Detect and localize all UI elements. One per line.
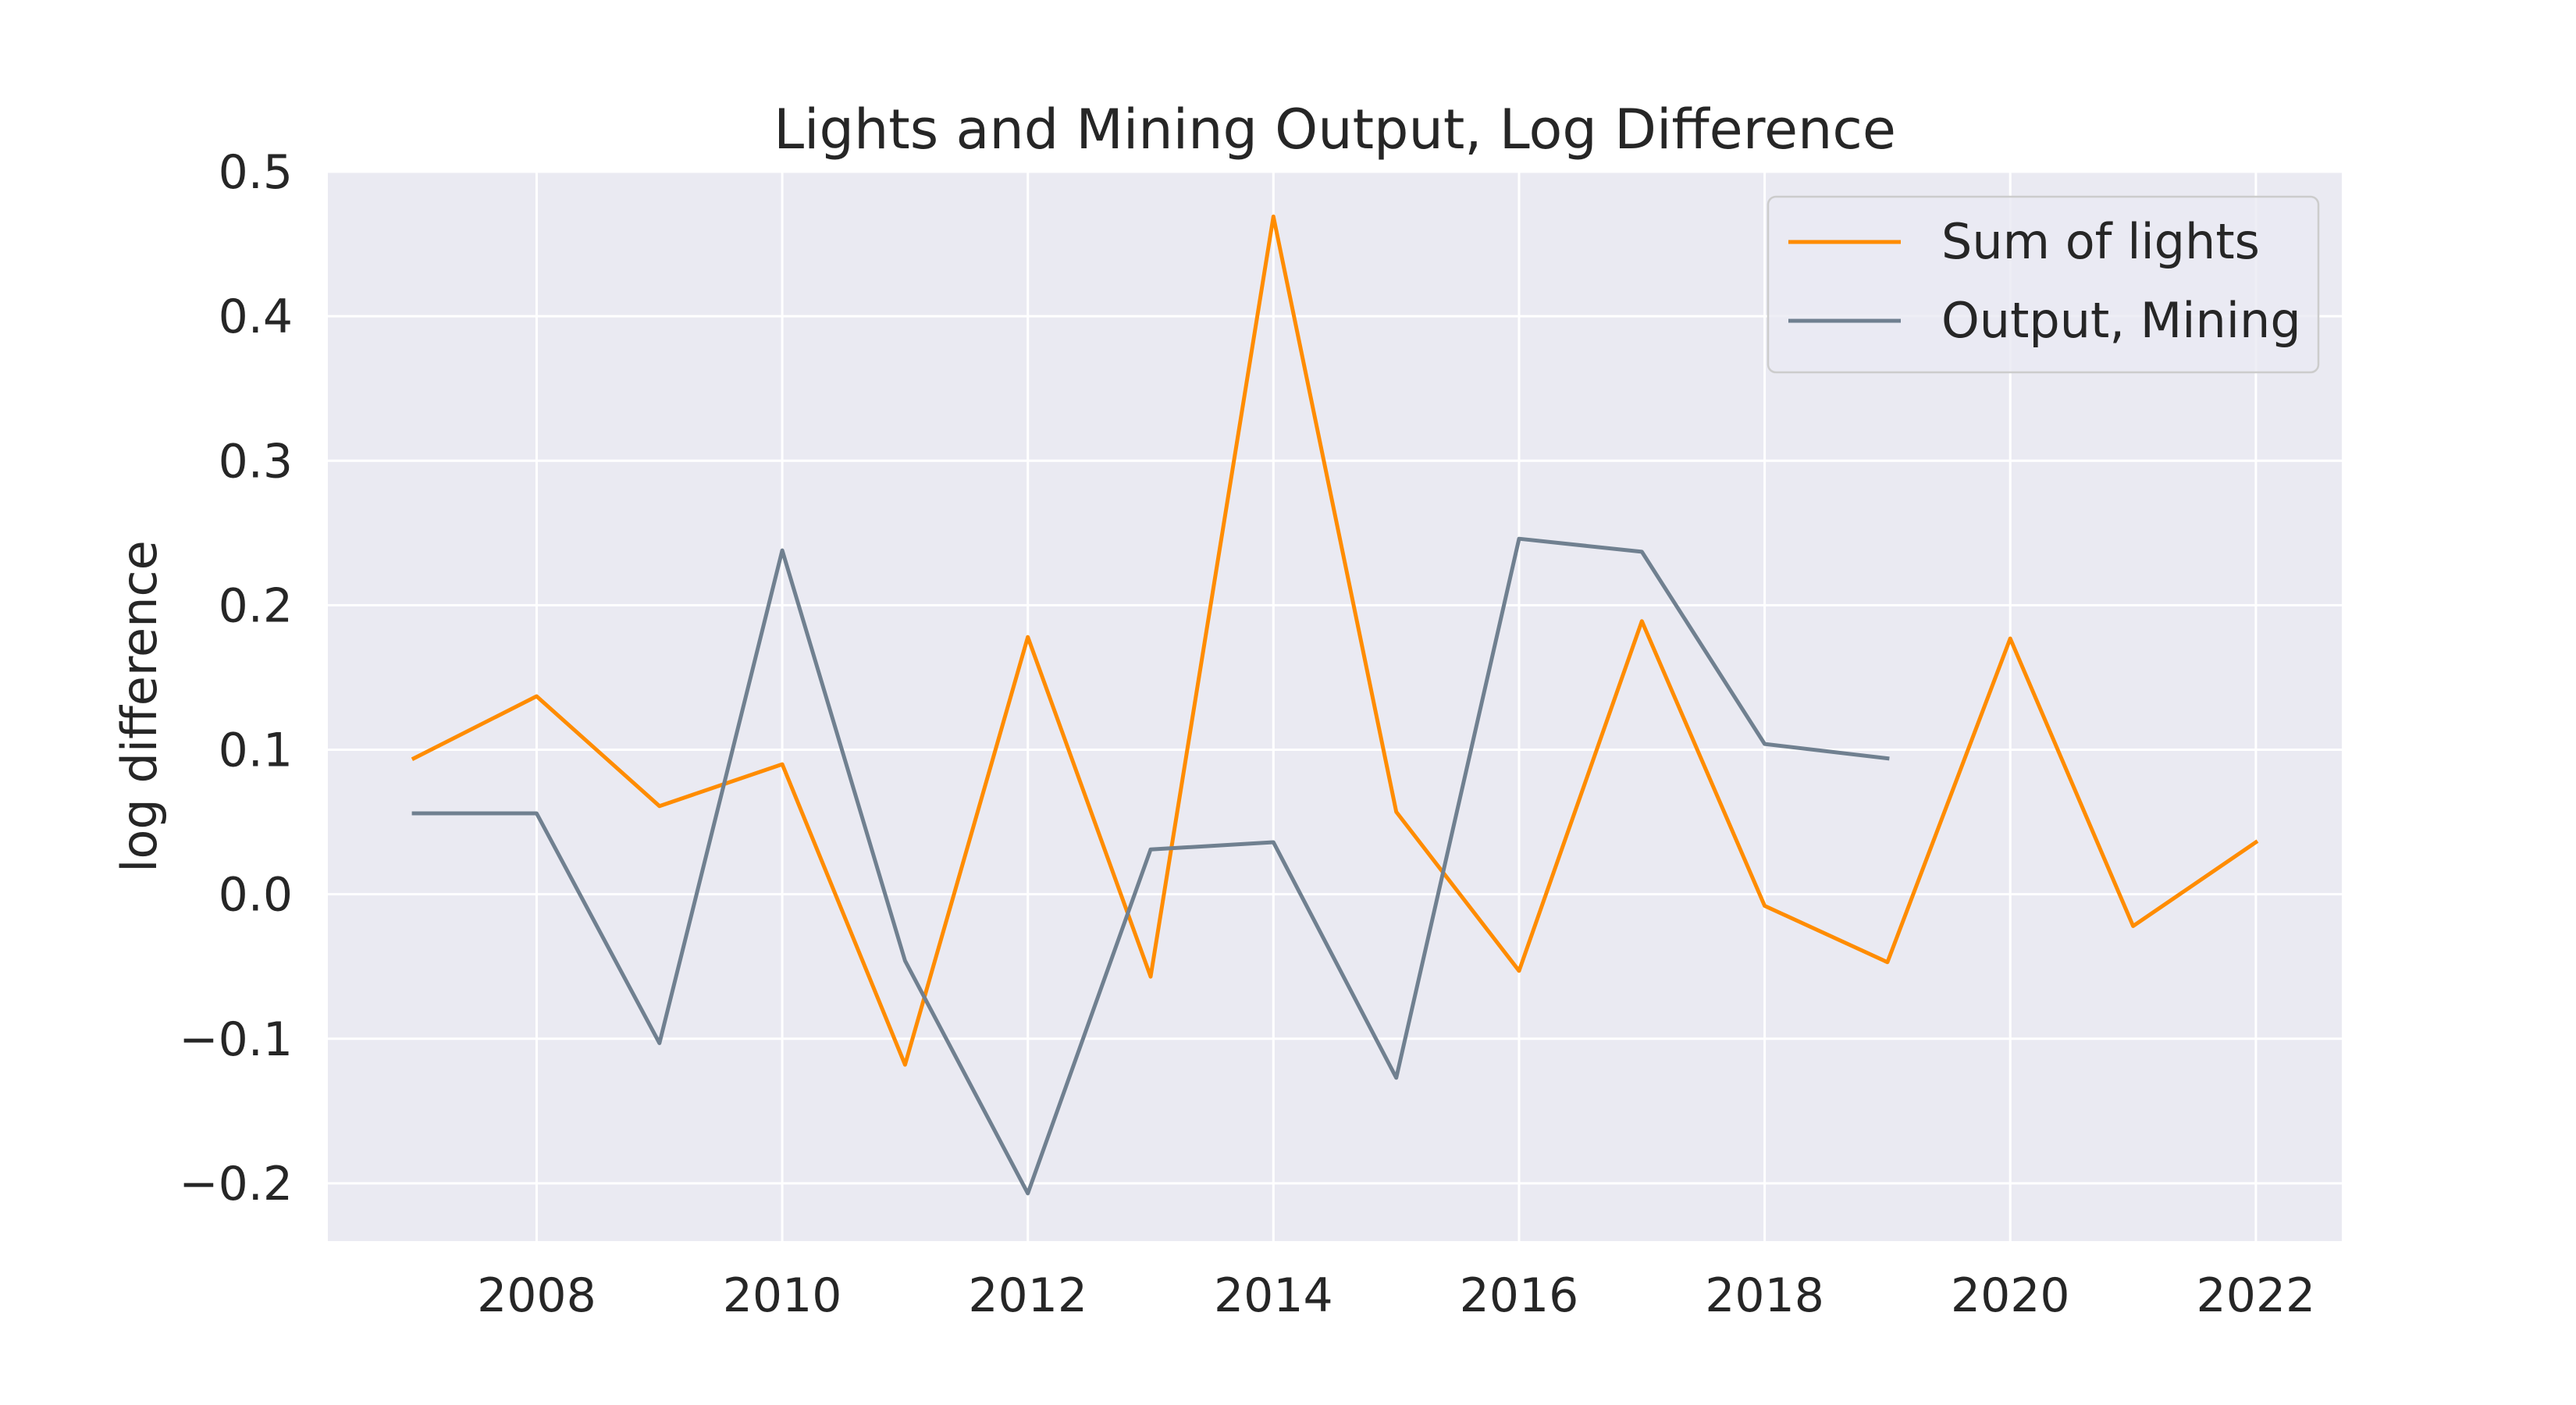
y-tick-label: 0.1 xyxy=(219,724,293,778)
x-tick-label: 2012 xyxy=(968,1268,1087,1323)
legend: Sum of lights Output, Mining xyxy=(1767,195,2320,374)
legend-label: Output, Mining xyxy=(1941,292,2301,349)
x-tick-label: 2018 xyxy=(1705,1268,1824,1323)
x-tick-label: 2022 xyxy=(2197,1268,2316,1323)
series-layer xyxy=(411,214,2259,1196)
legend-box xyxy=(1767,195,2320,374)
x-tick-label: 2016 xyxy=(1460,1268,1579,1323)
grid xyxy=(328,170,2342,1241)
series-line-output-mining xyxy=(411,536,1890,1196)
x-tick-label: 2010 xyxy=(723,1268,842,1323)
y-tick-label: −0.1 xyxy=(179,1012,293,1067)
y-tick-label: 0.4 xyxy=(219,290,293,344)
y-tick-label: 0.5 xyxy=(219,145,293,200)
tick-labels: 2008 2010 2012 2014 2016 2018 2020 2022 −0.2 −0.1… xyxy=(179,145,2315,1323)
y-tick-label: 0.3 xyxy=(219,434,293,489)
chart-title: Lights and Mining Output, Log Difference xyxy=(774,98,1896,162)
y-axis-label: log difference xyxy=(111,540,168,872)
y-tick-label: −0.2 xyxy=(179,1157,293,1211)
legend-label: Sum of lights xyxy=(1941,213,2260,270)
x-tick-label: 2020 xyxy=(1951,1268,2070,1323)
y-tick-label: 0.2 xyxy=(219,578,293,633)
y-tick-label: 0.0 xyxy=(219,868,293,923)
series-line-sum-of-lights xyxy=(411,214,2259,1067)
x-tick-label: 2014 xyxy=(1214,1268,1333,1323)
x-tick-label: 2008 xyxy=(477,1268,596,1323)
